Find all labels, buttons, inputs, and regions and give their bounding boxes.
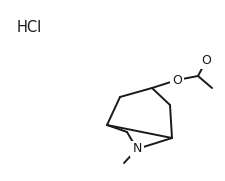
Text: O: O (200, 54, 210, 68)
Text: O: O (171, 73, 181, 87)
Text: N: N (132, 142, 141, 155)
Text: HCl: HCl (17, 20, 42, 35)
